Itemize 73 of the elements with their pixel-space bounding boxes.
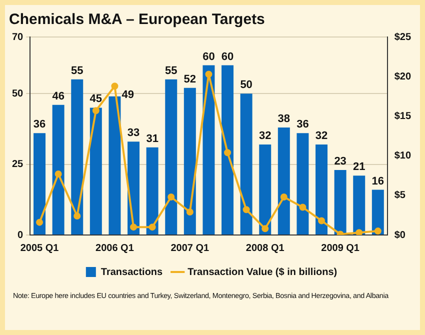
- legend-label: Transaction Value ($ in billions): [188, 266, 338, 278]
- bar: [278, 128, 290, 234]
- point: [299, 204, 306, 211]
- y2-tick-label: $15: [394, 110, 412, 122]
- bar: [34, 133, 46, 234]
- point: [205, 70, 212, 78]
- data-label: 38: [278, 113, 290, 126]
- data-label: 60: [221, 50, 234, 63]
- point: [168, 193, 175, 200]
- legend-label: Transactions: [100, 266, 164, 278]
- data-label: 33: [127, 127, 140, 140]
- data-label: 50: [240, 79, 252, 92]
- data-label: 36: [33, 118, 46, 131]
- x-tick-label: 2005 Q1: [20, 242, 60, 254]
- bar: [222, 65, 234, 234]
- y2-tick-label: $5: [394, 190, 406, 202]
- x-tick-label: 2008 Q1: [246, 242, 285, 254]
- y2-tick-label: $20: [394, 71, 412, 82]
- point: [111, 82, 118, 90]
- point: [148, 224, 156, 231]
- point: [374, 228, 382, 235]
- data-label: 46: [52, 90, 64, 102]
- bar: [52, 104, 64, 234]
- data-label: 16: [372, 175, 384, 188]
- point: [186, 208, 194, 216]
- point: [280, 193, 288, 200]
- bar: [316, 144, 328, 234]
- data-label: 21: [352, 161, 366, 174]
- data-label: 49: [122, 88, 134, 101]
- y2-tick-label: $10: [394, 150, 412, 162]
- data-label: 32: [258, 130, 272, 142]
- bar: [184, 88, 196, 234]
- bar: [90, 108, 102, 234]
- bar: [334, 170, 346, 234]
- bar: [165, 79, 178, 234]
- point: [130, 224, 138, 231]
- y2-tick-label: $0: [394, 230, 406, 241]
- data-label: 36: [296, 118, 309, 131]
- point: [74, 212, 81, 220]
- data-label: 60: [202, 50, 215, 63]
- bar: [259, 144, 272, 234]
- data-label: 31: [146, 132, 158, 145]
- x-tick-label: 2009 Q1: [321, 242, 360, 254]
- bar: [240, 94, 252, 234]
- y-tick-label: 50: [12, 88, 24, 100]
- y-tick-label: 25: [12, 159, 24, 170]
- point: [92, 107, 100, 114]
- data-label: 55: [70, 64, 84, 77]
- data-label: 55: [164, 64, 178, 77]
- bar: [353, 176, 366, 234]
- point: [36, 218, 44, 226]
- point: [224, 149, 232, 156]
- data-label: 45: [90, 93, 102, 106]
- point: [262, 225, 269, 232]
- point: [54, 170, 62, 178]
- data-label: 23: [334, 155, 346, 168]
- bar: [71, 79, 84, 234]
- point: [356, 229, 363, 235]
- bar: [146, 147, 158, 234]
- x-tick-label: 2007 Q1: [170, 242, 210, 254]
- bar: [202, 65, 215, 234]
- chart-title: Chemicals M&A – European Targets: [9, 11, 265, 28]
- point: [318, 217, 326, 224]
- bar: [108, 96, 121, 234]
- x-tick-label: 2006 Q1: [96, 242, 134, 254]
- y-tick-label: 0: [18, 230, 24, 241]
- bar: [296, 133, 309, 234]
- y-tick-label: 70: [12, 32, 24, 43]
- point: [242, 206, 250, 214]
- data-label: 32: [315, 130, 328, 142]
- bar: [372, 190, 384, 234]
- y2-tick-label: $25: [394, 32, 412, 43]
- data-label: 52: [184, 73, 196, 86]
